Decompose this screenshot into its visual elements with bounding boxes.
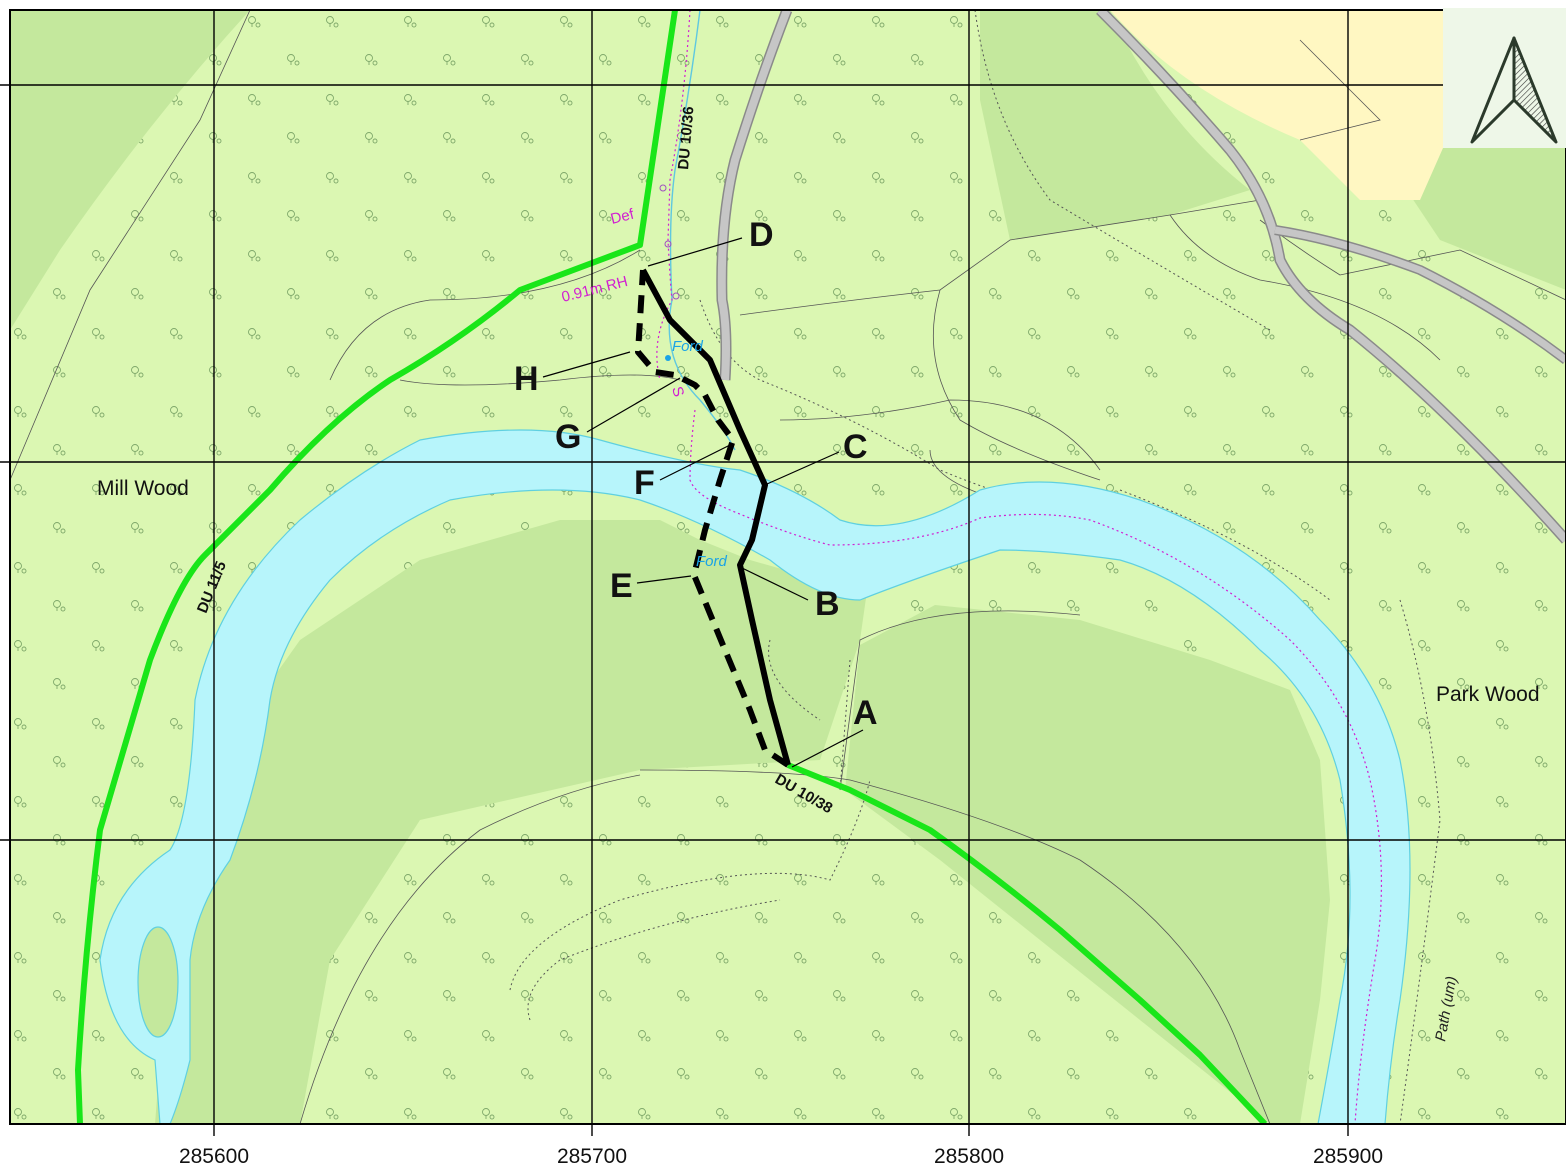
route-dashed-aefghd[interactable] [635,269,790,768]
road-north [717,10,791,381]
right-of-way-du-11-5[interactable] [75,10,678,1124]
map-frame [9,9,1566,1125]
stream [668,10,736,451]
point-label-h: H [514,360,539,398]
gate-markers [659,184,680,300]
point-label-e: E [610,567,633,605]
point-label-a: A [853,694,878,732]
dark-woodland-n [980,10,1250,240]
road-east [1097,10,1566,543]
point-label-g: G [555,418,581,456]
map-body [10,10,1566,1124]
leader-lines [542,237,864,768]
ford-point [665,355,671,361]
label-du-10-36: DU 10/36 [675,106,697,171]
dark-woodland-meander [10,520,870,1124]
river-wear [99,429,1411,1124]
dark-woodland-nw [10,10,250,330]
point-label-f: F [634,464,655,502]
right-of-way-du-10-38[interactable] [786,762,1268,1124]
road-branch [1274,226,1566,363]
label-park-wood: Park Wood [1436,683,1540,706]
label-stile: S [668,385,687,399]
label-ford-lower: Ford [696,553,728,570]
grid-lines [0,10,1566,1136]
label-mill-wood: Mill Wood [97,477,189,500]
river-island [137,926,179,1038]
point-label-b: B [815,585,840,623]
label-def: Def [609,206,637,228]
label-ford-upper: Ford [672,338,704,355]
north-arrow-icon [1443,8,1566,148]
point-label-d: D [749,216,774,254]
dark-woodland-se [845,605,1330,1124]
x-tick-285800: 285800 [934,1145,1004,1166]
x-tick-285600: 285600 [179,1145,249,1166]
open-field [1110,10,1443,200]
x-tick-285700: 285700 [557,1145,627,1166]
route-solid-abcd[interactable] [640,268,791,766]
parish-boundary [656,10,1383,1124]
x-tick-285900: 285900 [1313,1145,1383,1166]
point-label-c: C [843,428,868,466]
